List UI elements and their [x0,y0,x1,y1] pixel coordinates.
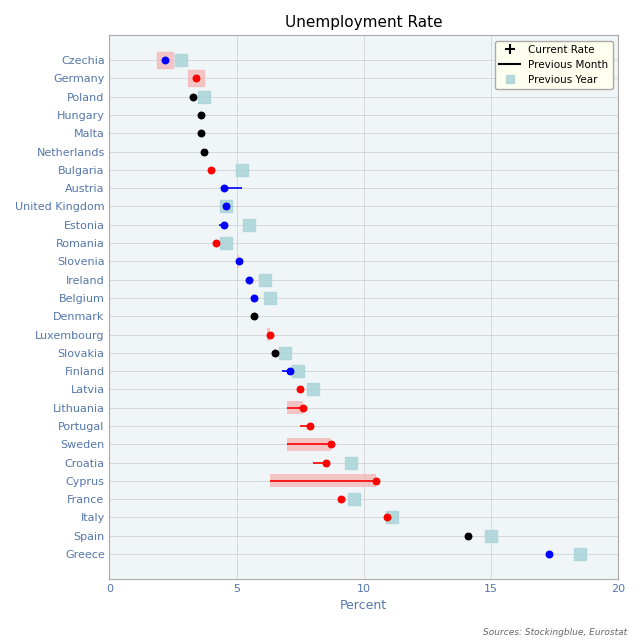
Point [188,92,198,102]
Point [206,164,216,175]
Point [160,55,170,65]
Point [219,183,229,193]
Point [544,549,554,559]
Point [463,531,473,541]
Text: Sources: Stockingblue, Eurostat: Sources: Stockingblue, Eurostat [483,628,627,637]
Point [191,73,201,83]
Point [234,256,244,266]
Point [298,403,308,413]
Point [305,421,316,431]
Point [371,476,381,486]
Point [348,494,358,504]
FancyBboxPatch shape [267,328,269,341]
Point [264,292,275,303]
Point [575,549,585,559]
Point [219,220,229,230]
Point [321,458,331,468]
Title: Unemployment Rate: Unemployment Rate [285,15,442,30]
Point [280,348,290,358]
Point [381,513,392,523]
FancyBboxPatch shape [269,474,376,487]
Point [198,147,209,157]
Point [244,220,255,230]
Point [486,531,496,541]
FancyBboxPatch shape [287,401,303,414]
Point [221,202,232,212]
Legend: Current Rate, Previous Month, Previous Year: Current Rate, Previous Month, Previous Y… [495,40,612,90]
FancyBboxPatch shape [287,438,331,451]
Point [198,92,209,102]
Point [326,439,336,449]
Point [191,73,201,83]
Point [295,384,305,394]
Point [249,292,259,303]
Point [237,164,247,175]
Point [221,238,232,248]
Point [285,366,295,376]
Point [221,202,232,212]
Point [249,311,259,321]
Point [196,110,206,120]
X-axis label: Percent: Percent [340,599,387,612]
Point [308,384,318,394]
Point [292,366,303,376]
Point [269,348,280,358]
Point [196,128,206,138]
Point [211,238,221,248]
Point [175,55,186,65]
Point [346,458,356,468]
Point [387,513,397,523]
Point [336,494,346,504]
Point [244,275,255,285]
FancyBboxPatch shape [237,255,239,268]
Point [264,330,275,340]
Point [259,275,269,285]
Point [160,55,170,65]
